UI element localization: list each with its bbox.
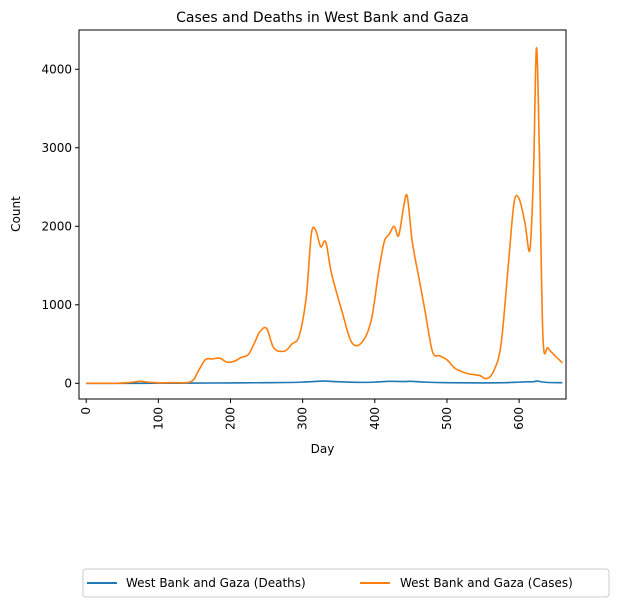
y-axis: 0 1000 2000 3000 4000 bbox=[41, 62, 79, 390]
chart-title: Cases and Deaths in West Bank and Gaza bbox=[176, 10, 469, 26]
legend-frame bbox=[82, 568, 610, 598]
x-tick-label: 300 bbox=[296, 407, 310, 430]
y-tick-label: 1000 bbox=[41, 298, 72, 312]
x-tick-label: 100 bbox=[151, 407, 165, 430]
y-tick-label: 4000 bbox=[41, 62, 72, 76]
x-tick-label: 600 bbox=[512, 407, 526, 430]
legend-label-cases: West Bank and Gaza (Cases) bbox=[400, 576, 573, 590]
x-tick-label: 200 bbox=[224, 407, 238, 430]
series-line-cases bbox=[86, 47, 563, 385]
series-line-deaths bbox=[86, 380, 563, 385]
y-axis-label: Count bbox=[9, 196, 23, 232]
y-tick-label: 2000 bbox=[41, 219, 72, 233]
x-tick-label: 500 bbox=[440, 407, 454, 430]
legend-label-deaths: West Bank and Gaza (Deaths) bbox=[126, 576, 306, 590]
x-axis-label: Day bbox=[311, 442, 335, 456]
x-tick-label: 400 bbox=[368, 407, 382, 430]
y-tick-label: 3000 bbox=[41, 141, 72, 155]
x-axis: 0 100 200 300 400 500 600 bbox=[79, 399, 526, 430]
plot-frame bbox=[78, 29, 567, 400]
x-tick-label: 0 bbox=[79, 407, 93, 415]
plot-lines bbox=[86, 47, 563, 385]
y-tick-label: 0 bbox=[64, 376, 72, 390]
legend: West Bank and Gaza (Deaths) West Bank an… bbox=[82, 568, 610, 598]
